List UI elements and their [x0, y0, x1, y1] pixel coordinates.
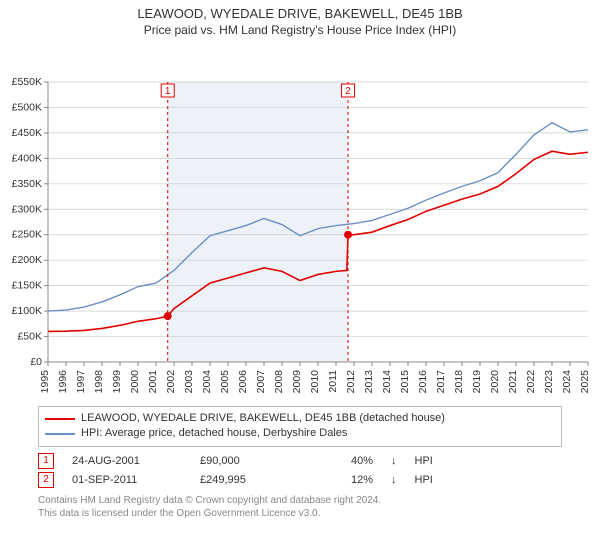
- svg-text:2012: 2012: [345, 370, 357, 394]
- svg-text:2011: 2011: [327, 370, 339, 393]
- sale-marker: 1: [38, 453, 54, 469]
- svg-text:2016: 2016: [417, 370, 429, 394]
- table-row: 1 24-AUG-2001 £90,000 40% ↓ HPI: [38, 453, 562, 469]
- svg-text:£0: £0: [30, 356, 42, 368]
- svg-text:2005: 2005: [219, 370, 231, 394]
- svg-text:2001: 2001: [147, 370, 159, 394]
- table-row: 2 01-SEP-2011 £249,995 12% ↓ HPI: [38, 472, 562, 488]
- svg-text:2015: 2015: [399, 370, 411, 394]
- svg-text:2014: 2014: [381, 370, 393, 394]
- sale-vs: HPI: [415, 474, 445, 486]
- sale-date: 24-AUG-2001: [72, 455, 182, 467]
- chart-subtitle: Price paid vs. HM Land Registry's House …: [0, 23, 600, 37]
- svg-text:£500K: £500K: [12, 101, 42, 113]
- svg-text:2023: 2023: [543, 370, 555, 394]
- svg-text:2009: 2009: [291, 370, 303, 394]
- svg-text:2025: 2025: [579, 370, 591, 394]
- svg-text:£200K: £200K: [12, 254, 42, 266]
- sale-marker: 2: [38, 472, 54, 488]
- svg-text:1996: 1996: [57, 370, 69, 394]
- legend-label: HPI: Average price, detached house, Derb…: [81, 426, 347, 441]
- legend-swatch: [45, 433, 75, 435]
- svg-text:2017: 2017: [435, 370, 447, 394]
- svg-text:2: 2: [345, 86, 351, 97]
- svg-text:£100K: £100K: [12, 305, 42, 317]
- svg-text:2022: 2022: [525, 370, 537, 394]
- chart-svg: £0 £50K £100K £150K £200K £250K £300K £350K £400…: [0, 37, 600, 402]
- footer-line: This data is licensed under the Open Gov…: [38, 507, 562, 520]
- svg-text:2006: 2006: [237, 370, 249, 394]
- svg-text:2021: 2021: [507, 370, 519, 394]
- legend-item: LEAWOOD, WYEDALE DRIVE, BAKEWELL, DE45 1…: [45, 411, 555, 426]
- svg-text:2003: 2003: [183, 370, 195, 394]
- svg-text:£350K: £350K: [12, 178, 42, 190]
- svg-text:£400K: £400K: [12, 152, 42, 164]
- footer-line: Contains HM Land Registry data © Crown c…: [38, 494, 562, 507]
- svg-text:2002: 2002: [165, 370, 177, 394]
- svg-text:1995: 1995: [39, 370, 51, 394]
- svg-text:1: 1: [165, 86, 171, 97]
- svg-text:£50K: £50K: [17, 331, 42, 343]
- chart-titles: LEAWOOD, WYEDALE DRIVE, BAKEWELL, DE45 1…: [0, 0, 600, 37]
- svg-text:2010: 2010: [309, 370, 321, 394]
- sales-table: 1 24-AUG-2001 £90,000 40% ↓ HPI 2 01-SEP…: [38, 453, 562, 488]
- sale-delta: 12%: [313, 474, 373, 486]
- svg-text:£300K: £300K: [12, 203, 42, 215]
- legend-label: LEAWOOD, WYEDALE DRIVE, BAKEWELL, DE45 1…: [81, 411, 445, 426]
- legend-item: HPI: Average price, detached house, Derb…: [45, 426, 555, 441]
- down-arrow-icon: ↓: [391, 455, 397, 467]
- svg-text:£150K: £150K: [12, 280, 42, 292]
- svg-text:2018: 2018: [453, 370, 465, 394]
- price-chart-container: LEAWOOD, WYEDALE DRIVE, BAKEWELL, DE45 1…: [0, 0, 600, 402]
- sale-price: £90,000: [200, 455, 295, 467]
- svg-text:2020: 2020: [489, 370, 501, 394]
- chart-title: LEAWOOD, WYEDALE DRIVE, BAKEWELL, DE45 1…: [0, 6, 600, 21]
- sale-price: £249,995: [200, 474, 295, 486]
- svg-text:1997: 1997: [75, 370, 87, 394]
- svg-text:2000: 2000: [129, 370, 141, 394]
- svg-text:2024: 2024: [561, 370, 573, 394]
- sale-vs: HPI: [415, 455, 445, 467]
- down-arrow-icon: ↓: [391, 474, 397, 486]
- svg-text:2004: 2004: [201, 370, 213, 394]
- svg-text:£550K: £550K: [12, 76, 42, 88]
- svg-text:£450K: £450K: [12, 127, 42, 139]
- svg-text:2019: 2019: [471, 370, 483, 394]
- legend: LEAWOOD, WYEDALE DRIVE, BAKEWELL, DE45 1…: [38, 406, 562, 447]
- footer-attribution: Contains HM Land Registry data © Crown c…: [38, 494, 562, 520]
- svg-text:1999: 1999: [111, 370, 123, 394]
- svg-text:2008: 2008: [273, 370, 285, 394]
- svg-text:1998: 1998: [93, 370, 105, 394]
- svg-text:£250K: £250K: [12, 229, 42, 241]
- svg-text:2013: 2013: [363, 370, 375, 394]
- svg-text:2007: 2007: [255, 370, 267, 394]
- sale-delta: 40%: [313, 455, 373, 467]
- sale-date: 01-SEP-2011: [72, 474, 182, 486]
- legend-swatch: [45, 418, 75, 420]
